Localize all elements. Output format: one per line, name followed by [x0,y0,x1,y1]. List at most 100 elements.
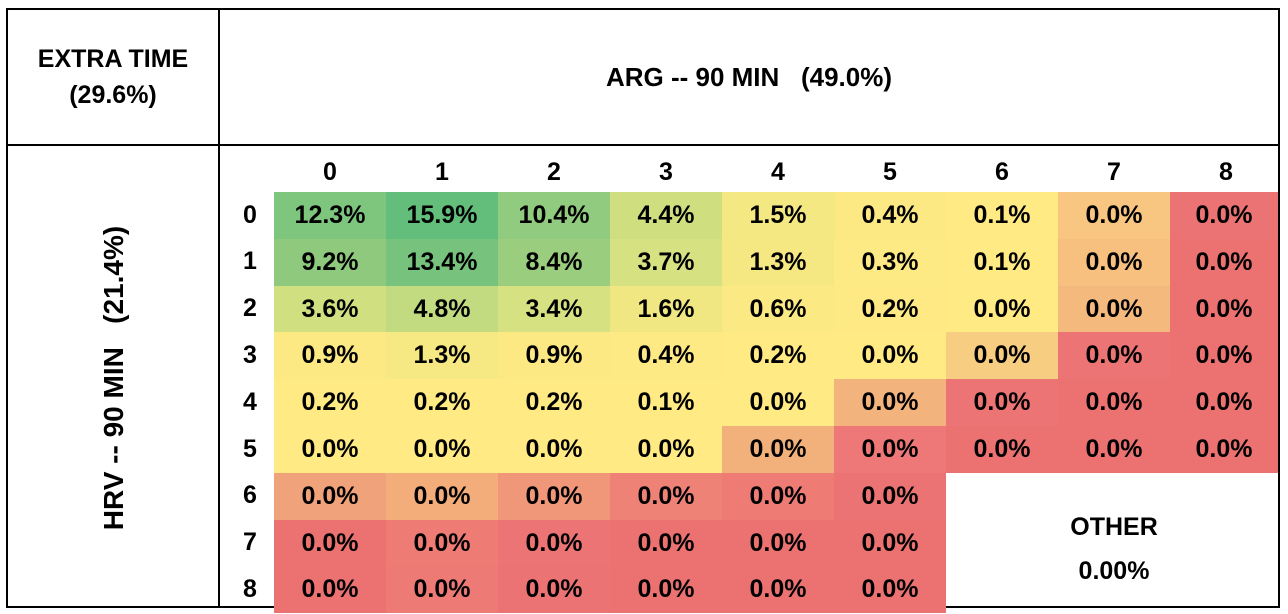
heatmap-cell: 0.0% [274,566,386,614]
heatmap-cell: 0.0% [498,426,610,473]
other-label: OTHER [1070,513,1158,541]
heatmap-cell: 0.1% [946,238,1058,286]
heatmap-cell: 0.0% [834,332,946,380]
column-label: 3 [659,157,673,186]
heatmap-cell: 8.4% [498,238,610,286]
heatmap-cell: 0.2% [498,379,610,427]
heatmap-cell: 0.9% [274,332,386,380]
heatmap-cell: 0.0% [722,519,834,567]
row-label: 6 [243,481,257,510]
heatmap-cell: 0.0% [274,426,386,473]
extra-time-label: EXTRA TIME [37,45,189,73]
extra-time-corner: EXTRA TIME (29.6%) [8,10,220,146]
heatmap-cell: 4.4% [610,192,722,239]
heatmap-cell: 0.0% [946,285,1058,333]
column-label: 7 [1107,157,1121,186]
column-label: 8 [1219,157,1233,186]
heatmap-cell: 15.9% [386,192,498,239]
heatmap-cell: 3.4% [498,285,610,333]
heatmap-cell: 0.0% [1058,238,1170,286]
heatmap-cell: 0.0% [1170,426,1278,473]
column-label: 1 [435,157,449,186]
heatmap-cell: 0.2% [722,332,834,380]
heatmap-cell: 0.0% [274,472,386,520]
row-label: 8 [243,574,257,603]
heatmap-cell: 1.6% [610,285,722,333]
heatmap-cell: 0.0% [722,426,834,473]
heatmap-cell: 0.4% [610,332,722,380]
heatmap-cell: 0.0% [610,426,722,473]
heatmap-cell: 0.0% [1058,379,1170,427]
heatmap-cell: 0.3% [834,238,946,286]
heatmap-cell: 0.0% [386,426,498,473]
row-label: 1 [243,247,257,276]
heatmap-cell: 0.2% [834,285,946,333]
heatmap-cell: 0.0% [1058,285,1170,333]
heatmap-cell: 0.0% [610,472,722,520]
heatmap-cell: 3.7% [610,238,722,286]
column-label: 0 [323,157,337,186]
heatmap-cell: 0.0% [498,472,610,520]
heatmap-cell: 0.0% [1170,379,1278,427]
row-label: 0 [243,200,257,229]
heatmap-cell: 0.0% [946,426,1058,473]
heatmap-cell: 0.0% [498,519,610,567]
heatmap-cell: 1.3% [722,238,834,286]
heatmap-cell: 0.0% [722,566,834,614]
heatmap-cell: 0.0% [946,379,1058,427]
row-axis-title: HRV -- 90 MIN (21.4%) [98,225,129,531]
heatmap-cell: 0.0% [834,566,946,614]
heatmap-cell: 0.0% [1170,332,1278,380]
heatmap-cell: 0.0% [834,472,946,520]
heatmap-cell: 0.0% [610,566,722,614]
heatmap-cell: 0.0% [834,426,946,473]
heatmap-cell: 0.0% [722,472,834,520]
heatmap-cell: 9.2% [274,238,386,286]
column-axis-title: ARG -- 90 MIN (49.0%) [605,61,893,92]
heatmap-cell: 12.3% [274,192,386,239]
heatmap-cell: 0.0% [1058,332,1170,380]
column-label: 4 [771,157,785,186]
row-label: 7 [243,528,257,557]
row-label: 5 [243,434,257,463]
heatmap-cell: 0.0% [386,519,498,567]
heatmap-cell: 0.0% [834,379,946,427]
heatmap-cell: 0.0% [834,519,946,567]
heatmap-cell: 0.0% [946,332,1058,380]
heatmap-cell: 0.0% [1170,238,1278,286]
heatmap-cell: 0.0% [1058,192,1170,239]
heatmap-cell: 3.6% [274,285,386,333]
heatmap-cell: 0.0% [386,566,498,614]
other-value: 0.00% [1078,557,1150,585]
column-label: 5 [883,157,897,186]
heatmap-cell: 0.2% [386,379,498,427]
heatmap-cell: 0.9% [498,332,610,380]
heatmap-cell: 0.0% [274,519,386,567]
heatmap-cell: 0.4% [834,192,946,239]
column-label: 2 [547,157,561,186]
heatmap-cell: 0.1% [946,192,1058,239]
heatmap-cell: 0.0% [1058,426,1170,473]
heatmap-cell: 4.8% [386,285,498,333]
heatmap-cell: 0.6% [722,285,834,333]
heatmap-cell: 0.0% [498,566,610,614]
column-header-band: ARG -- 90 MIN (49.0%) [220,10,1278,146]
heatmap-cell: 0.1% [610,379,722,427]
heatmap-cell: 10.4% [498,192,610,239]
column-label: 6 [995,157,1009,186]
heatmap-cell: 0.0% [722,379,834,427]
heatmap-cell: 13.4% [386,238,498,286]
heatmap-cell: 1.3% [386,332,498,380]
heatmap-cell: 0.0% [610,519,722,567]
row-label: 3 [243,340,257,369]
heatmap-cell: 0.0% [1170,192,1278,239]
row-header-band: HRV -- 90 MIN (21.4%) [8,146,220,606]
heatmap-cell: 0.2% [274,379,386,427]
heatmap-cell: 0.0% [386,472,498,520]
extra-time-value: (29.6%) [69,81,157,109]
row-label: 2 [243,294,257,323]
heatmap-cell: 0.0% [1170,285,1278,333]
other-box: OTHER 0.00% [950,494,1278,604]
heatmap-cell: 1.5% [722,192,834,239]
row-label: 4 [243,387,257,416]
